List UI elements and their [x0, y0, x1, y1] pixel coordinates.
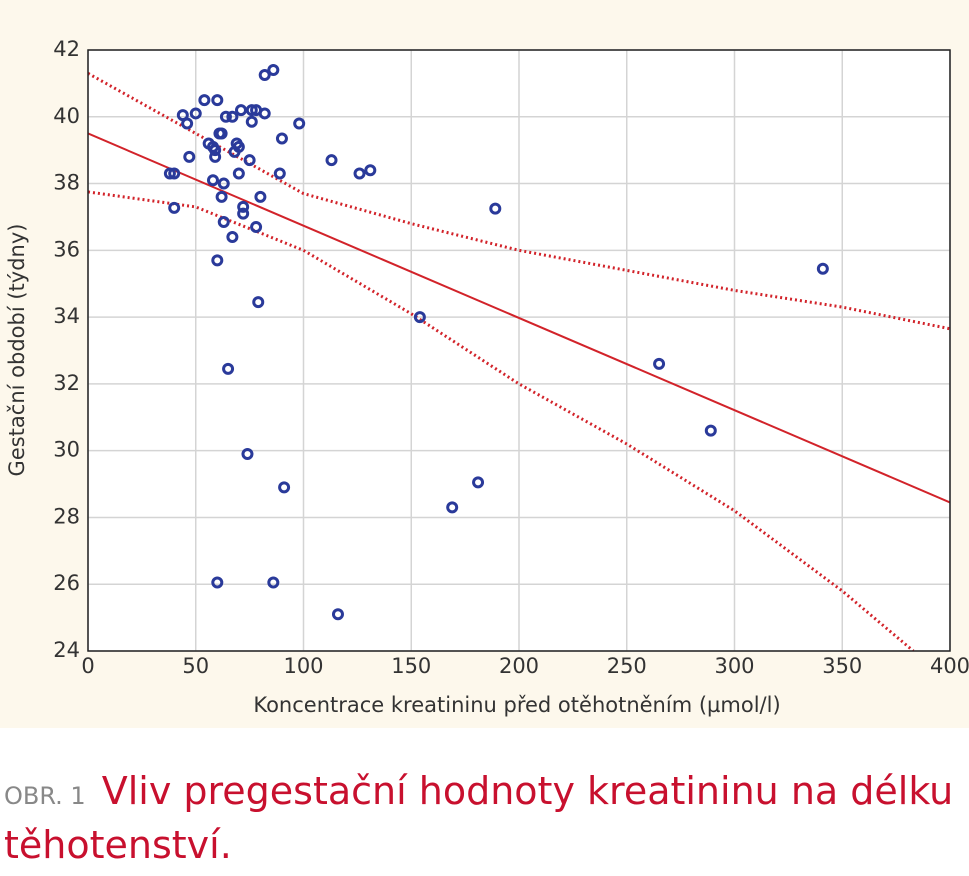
point — [243, 154, 256, 167]
x-tick-label: 100 — [283, 654, 323, 678]
point — [189, 107, 202, 120]
point — [181, 117, 194, 130]
point — [217, 177, 230, 190]
point — [163, 167, 176, 180]
y-tick-label: 34 — [53, 304, 80, 328]
caption-label: OBR. 1 — [4, 782, 86, 810]
x-tick-label: 50 — [182, 654, 209, 678]
point — [472, 476, 485, 489]
y-tick-label: 24 — [53, 638, 80, 662]
point — [816, 262, 829, 275]
point — [237, 200, 250, 213]
point — [245, 104, 258, 117]
point — [211, 576, 224, 589]
point — [353, 167, 366, 180]
y-tick-label: 40 — [53, 104, 80, 128]
point — [489, 202, 502, 215]
x-tick-label: 150 — [391, 654, 431, 678]
point — [293, 117, 306, 130]
point — [258, 69, 271, 82]
y-axis-label: Gestační období (týdny) — [5, 224, 29, 477]
point — [226, 230, 239, 243]
point — [235, 104, 248, 117]
point — [183, 150, 196, 163]
point — [245, 115, 258, 128]
point — [267, 576, 280, 589]
point — [217, 215, 230, 228]
point — [232, 140, 245, 153]
x-axis-label: Koncentrace kreatininu před otěhotněním … — [253, 693, 780, 717]
y-tick-label: 30 — [53, 438, 80, 462]
caption-text: Vliv pregestační hodnoty kreatininu na d… — [4, 769, 954, 867]
point — [209, 150, 222, 163]
point — [267, 64, 280, 77]
y-tick-label: 36 — [53, 237, 80, 261]
point — [232, 167, 245, 180]
y-tick-label: 38 — [53, 171, 80, 195]
confidence-band — [88, 72, 950, 331]
regression-line — [88, 132, 950, 504]
x-tick-label: 0 — [81, 654, 94, 678]
point — [211, 94, 224, 107]
point — [446, 501, 459, 514]
point — [325, 154, 338, 167]
point — [219, 110, 232, 123]
point — [168, 201, 181, 214]
x-tick-label: 350 — [822, 654, 862, 678]
point — [275, 132, 288, 145]
point — [226, 110, 239, 123]
point — [215, 127, 228, 140]
x-tick-label: 300 — [714, 654, 754, 678]
x-tick-label: 200 — [499, 654, 539, 678]
point — [222, 362, 235, 375]
point — [364, 164, 377, 177]
point — [250, 220, 263, 233]
y-tick-label: 32 — [53, 371, 80, 395]
point — [278, 481, 291, 494]
point — [258, 107, 271, 120]
chart: Koncentrace kreatininu před otěhotněním … — [0, 0, 969, 728]
caption: OBR. 1 Vliv pregestační hodnoty kreatinin… — [4, 768, 959, 876]
point — [704, 424, 717, 437]
x-tick-label: 250 — [607, 654, 647, 678]
point — [241, 448, 254, 461]
point — [252, 296, 265, 309]
plot-frame — [87, 49, 951, 652]
point — [168, 167, 181, 180]
y-tick-label: 28 — [53, 504, 80, 528]
point — [215, 190, 228, 203]
point — [206, 174, 219, 187]
point — [209, 144, 222, 157]
y-tick-label: 42 — [53, 37, 80, 61]
point — [237, 207, 250, 220]
point — [273, 167, 286, 180]
point — [254, 190, 267, 203]
y-tick-label: 26 — [53, 571, 80, 595]
point — [653, 357, 666, 370]
point — [198, 94, 211, 107]
point — [331, 608, 344, 621]
point — [413, 311, 426, 324]
x-tick-label: 400 — [930, 654, 969, 678]
point — [211, 254, 224, 267]
